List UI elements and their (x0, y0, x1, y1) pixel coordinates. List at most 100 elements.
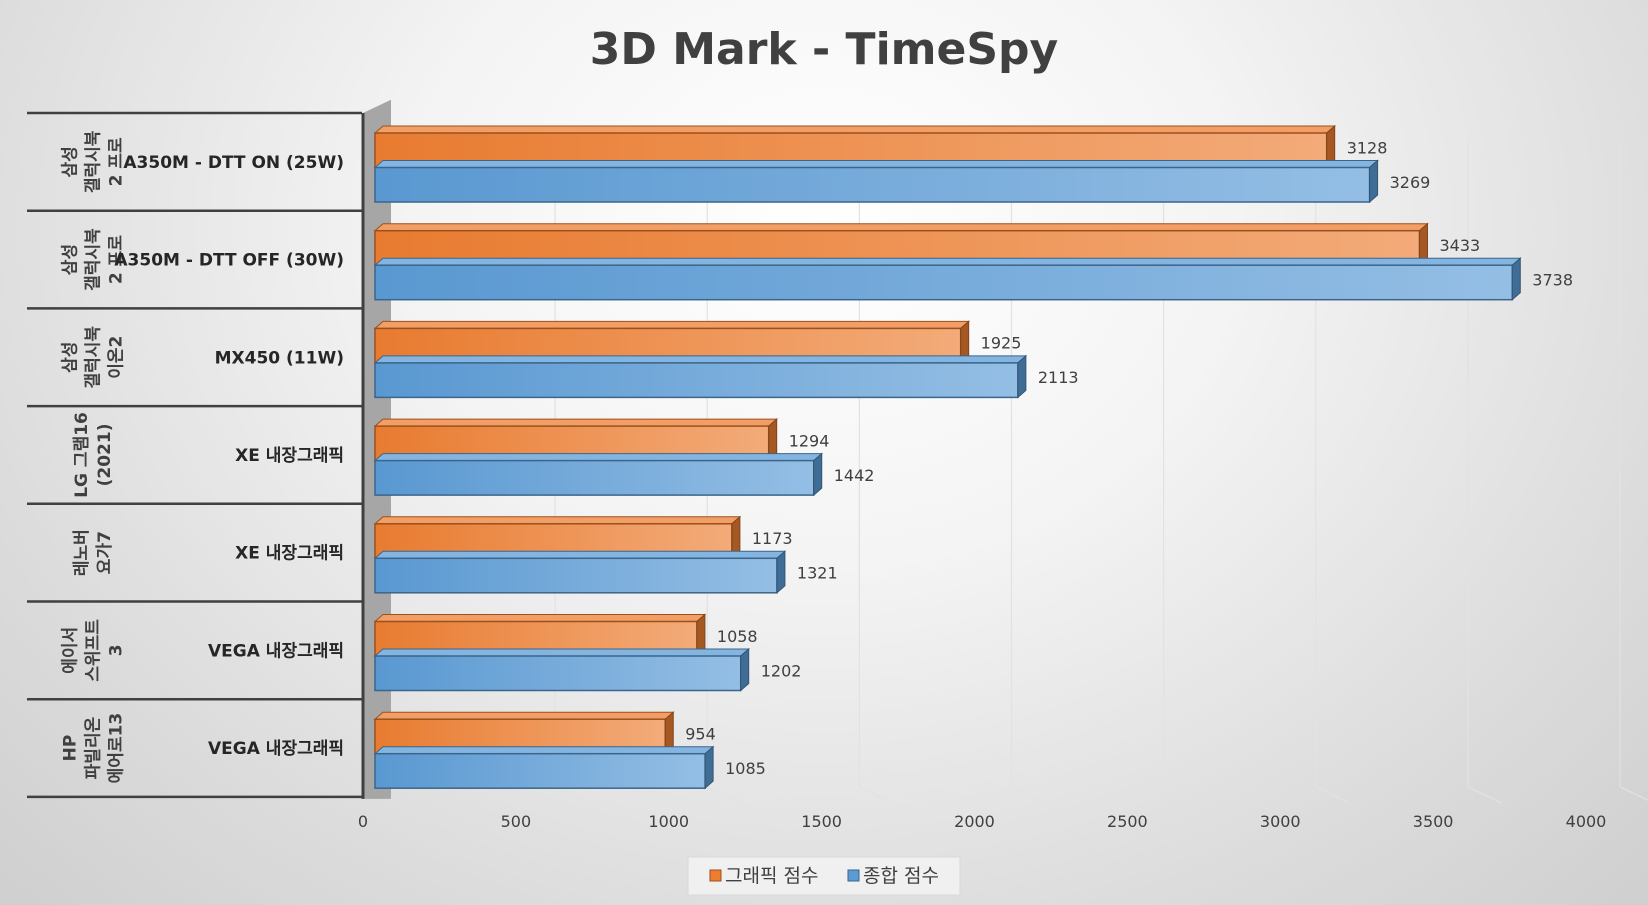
bar-end-face (1017, 354, 1027, 399)
category-group-label: 갤럭시북 (84, 130, 104, 193)
legend-swatch (847, 869, 860, 882)
bar-top-face (373, 160, 1379, 168)
bar-top-face (373, 746, 715, 755)
data-label: 1085 (725, 759, 766, 778)
category-label: A350M - DTT OFF (30W) (114, 251, 344, 271)
tick-label: 0 (358, 812, 368, 831)
data-label: 3269 (1390, 173, 1431, 192)
tick-label: 1000 (648, 812, 689, 831)
gridline-floor (1011, 786, 1046, 804)
bar-top-face (373, 453, 824, 462)
bar-front-face (374, 362, 1019, 399)
category-group-label: 3 (107, 644, 127, 656)
bar-overall (373, 452, 824, 497)
legend-label: 그래픽 점수 (725, 865, 818, 887)
bar-overall (373, 550, 787, 594)
tick-label: 3500 (1413, 812, 1454, 831)
bar-overall (373, 159, 1379, 204)
data-label: 2113 (1038, 368, 1079, 387)
bar-overall (373, 745, 715, 790)
bar-overall (373, 354, 1028, 399)
tick-label: 4000 (1566, 812, 1607, 831)
category-group-label: 스위프트 (84, 619, 104, 682)
data-label: 3738 (1532, 270, 1573, 289)
data-label: 1321 (797, 564, 838, 583)
bar-front-face (374, 752, 706, 789)
legend-swatch (709, 869, 722, 882)
legend-box (687, 856, 961, 896)
bar-overall (373, 257, 1522, 301)
data-label: 954 (685, 724, 716, 743)
category-group-label: 삼성 (61, 244, 81, 275)
gridline-floor (1315, 786, 1350, 804)
category-label: VEGA 내장그래픽 (208, 739, 344, 759)
bar-front-face (374, 557, 778, 594)
category-label: XE 내장그래픽 (235, 544, 344, 564)
legend: 그래픽 점수 종합 점수 (687, 856, 961, 896)
category-group-label: (2021) (95, 424, 115, 487)
category-group-label: HP (61, 735, 81, 762)
chart-title: 3D Mark - TimeSpy (590, 24, 1058, 75)
bar-top-face (373, 355, 1028, 364)
data-label: 3433 (1439, 236, 1480, 255)
data-label: 1925 (981, 334, 1022, 353)
tick-label: 2500 (1107, 812, 1148, 831)
bar-overall (373, 647, 751, 692)
bars (373, 124, 1522, 790)
category-group-label: 레노버 (72, 529, 92, 576)
legend-label: 종합 점수 (863, 865, 939, 887)
category-group-label: 갤럭시북 (84, 326, 104, 389)
data-label: 1294 (789, 431, 830, 450)
category-group-label: 2 프로 (107, 137, 127, 186)
category-group-label: 갤럭시북 (84, 228, 104, 291)
bar-end-face (704, 745, 714, 790)
category-label: MX450 (11W) (215, 348, 344, 368)
bar-top-face (373, 550, 787, 559)
bar-top-face (373, 418, 779, 427)
category-group-label: 삼성 (61, 342, 81, 373)
category-label: VEGA 내장그래픽 (208, 641, 344, 661)
category-group-label: LG 그램16 (72, 412, 92, 498)
bar-top-face (373, 614, 707, 622)
bar-top-face (373, 516, 742, 525)
bar-front-face (374, 264, 1514, 301)
data-label: 1058 (717, 627, 758, 646)
bar-end-face (1369, 159, 1379, 204)
data-label: 1173 (752, 529, 793, 548)
bar-end-face (740, 647, 750, 692)
bar-front-face (374, 459, 815, 496)
bar-top-face (373, 711, 675, 720)
bar-top-face (373, 320, 971, 329)
tick-label: 1500 (801, 812, 842, 831)
bar-top-face (373, 223, 1429, 232)
data-label: 3128 (1347, 138, 1388, 157)
gridline-floor (706, 786, 742, 804)
bar-front-face (374, 655, 742, 692)
bar-end-face (1511, 257, 1521, 301)
bar-top-face (373, 257, 1522, 266)
category-label: XE 내장그래픽 (235, 446, 344, 466)
category-group-label: 에이서 (61, 627, 81, 674)
bar-end-face (776, 550, 786, 594)
gridline-floor (859, 786, 894, 804)
bar-end-face (813, 452, 823, 497)
gridline-floor (1619, 786, 1648, 801)
gridline-floor (1467, 786, 1502, 804)
data-label: 1202 (761, 661, 802, 680)
value-axis: 0 500 1000 1500 2000 2500 3000 3500 4000 (358, 812, 1606, 831)
category-group-label: 삼성 (61, 146, 81, 177)
category-label: A350M - DTT ON (25W) (123, 153, 344, 173)
tick-label: 2000 (954, 812, 995, 831)
category-group-label: 에어로13 (107, 713, 127, 784)
tick-label: 3000 (1260, 812, 1301, 831)
category-group-label: 이온2 (107, 336, 127, 379)
category-group-label: 파빌리온 (84, 716, 104, 779)
gridline-floor (554, 786, 589, 804)
tick-label: 500 (501, 812, 532, 831)
category-group-label: 2 프로 (107, 235, 127, 284)
bar-top-face (373, 648, 751, 657)
gridline-floor (1163, 786, 1198, 804)
category-group-label: 요가7 (95, 531, 115, 574)
